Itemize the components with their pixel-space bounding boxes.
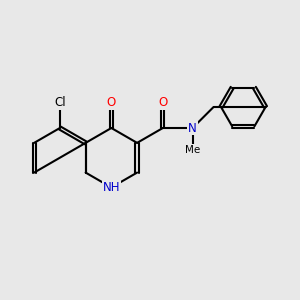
Text: O: O — [107, 96, 116, 109]
Text: Cl: Cl — [54, 96, 66, 109]
Text: Me: Me — [185, 145, 200, 155]
Text: NH: NH — [103, 181, 120, 194]
Text: N: N — [188, 122, 197, 134]
Text: O: O — [158, 96, 167, 109]
